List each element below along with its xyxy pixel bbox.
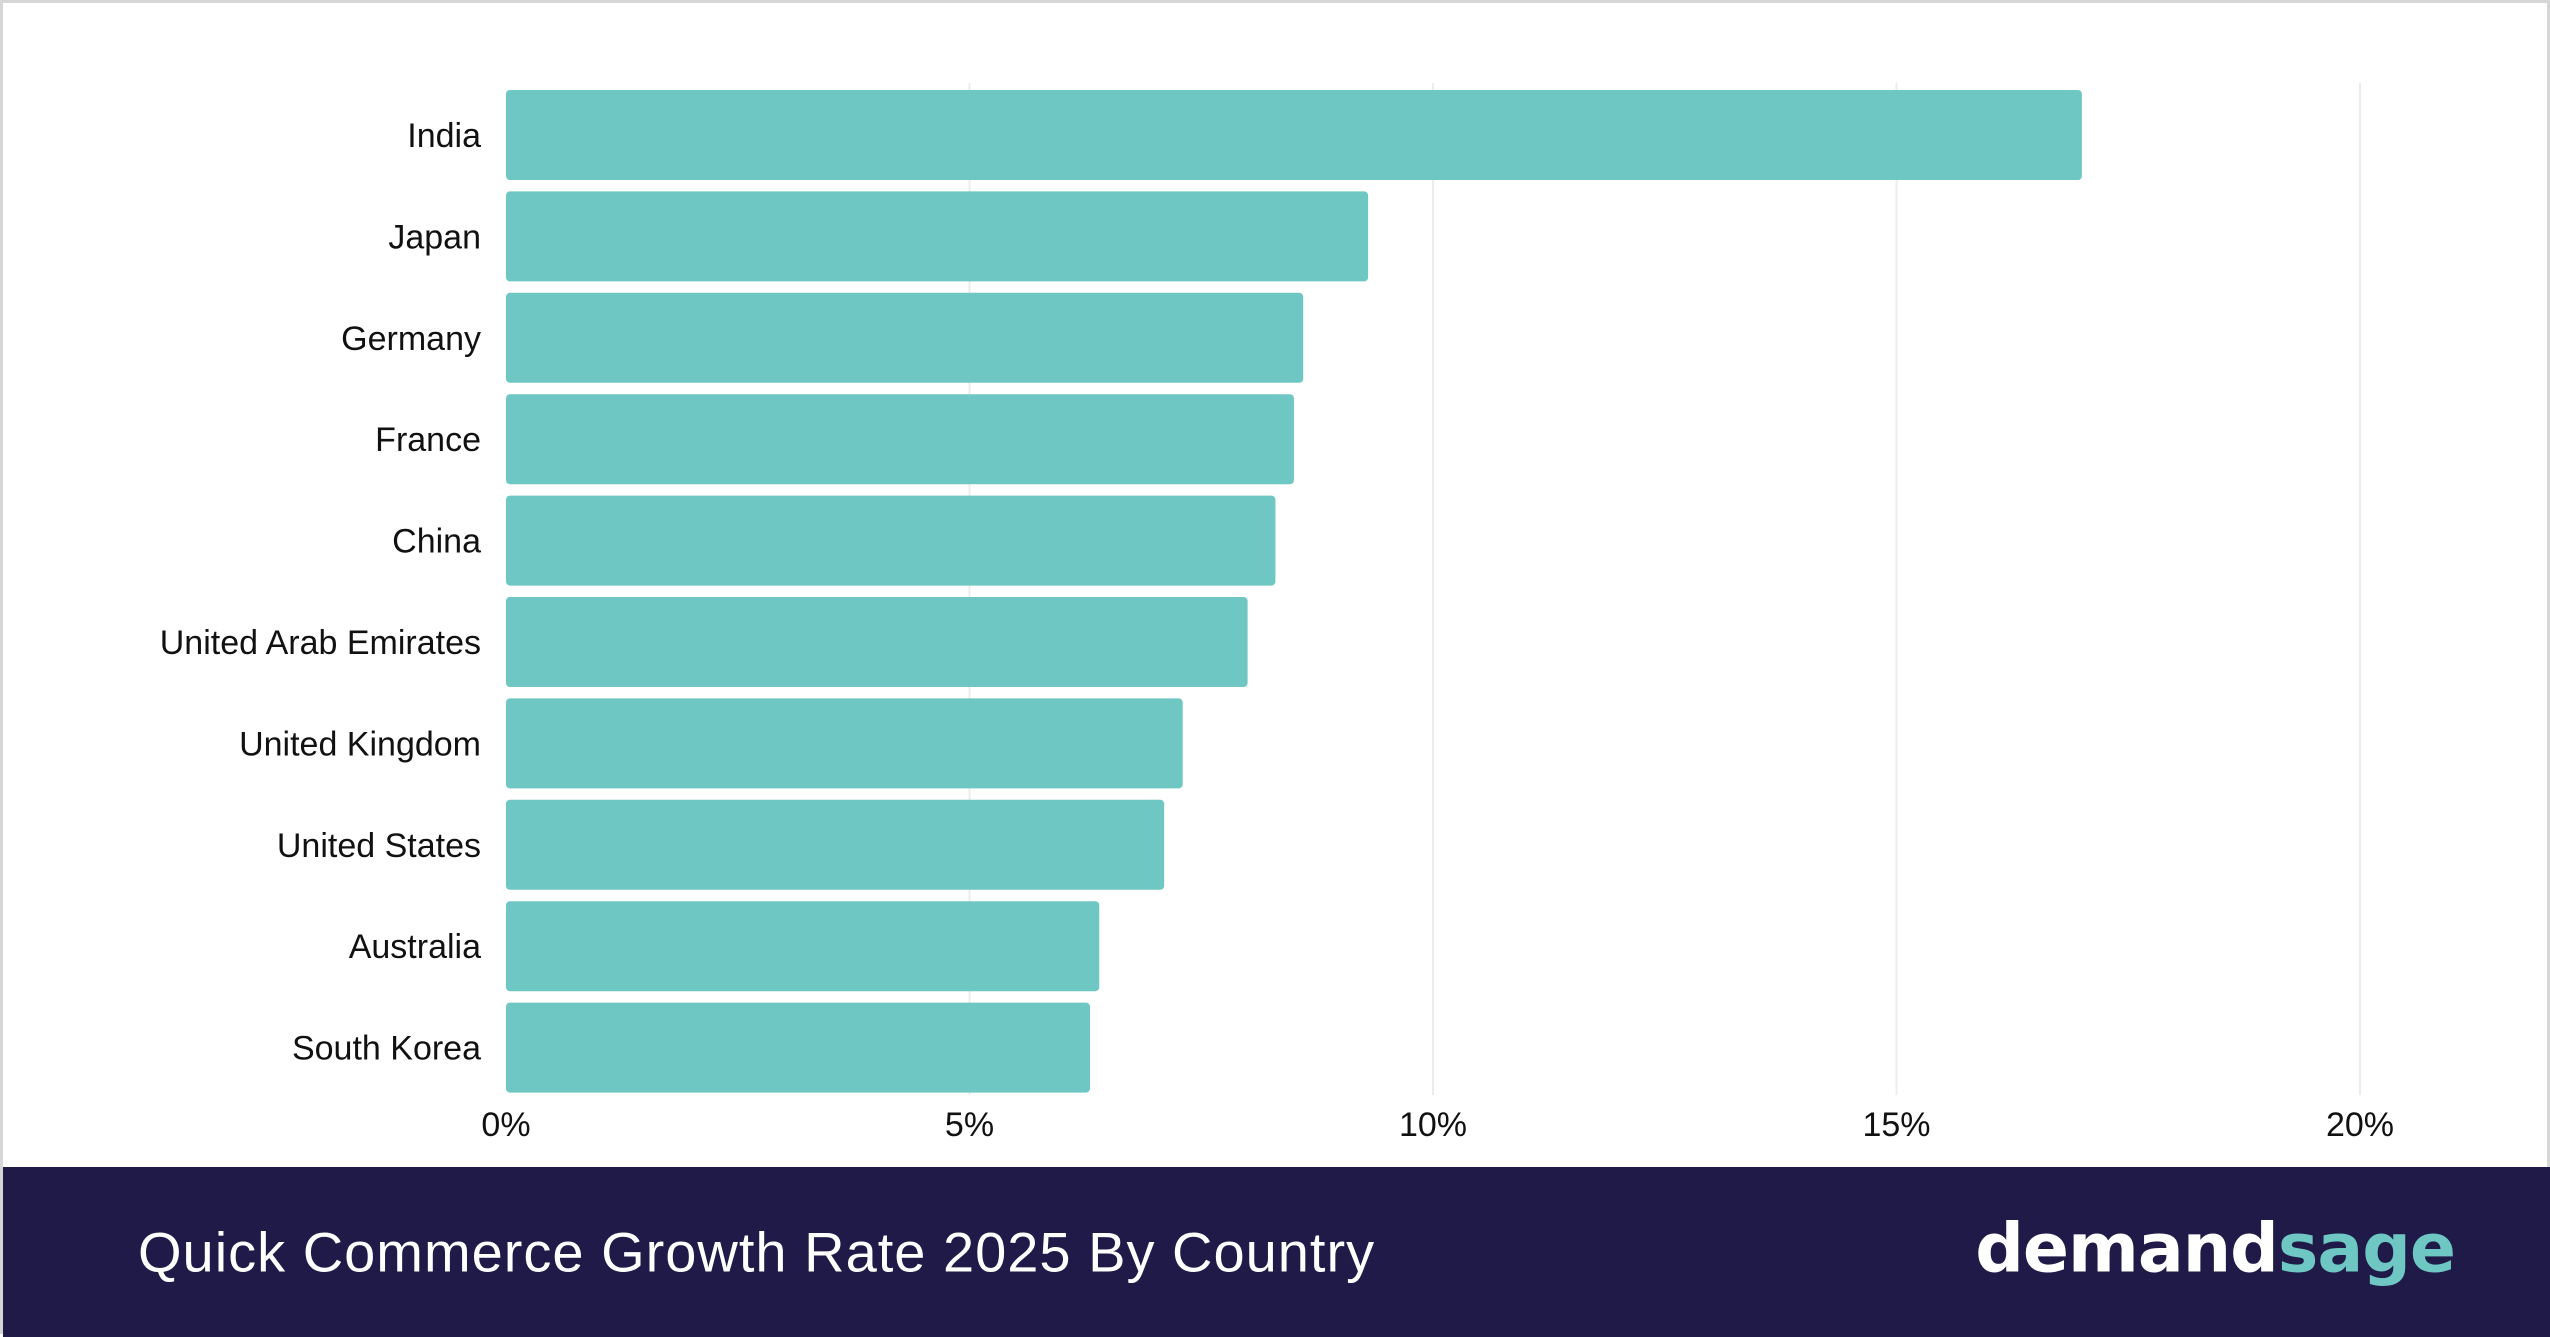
footer-bar: Quick Commerce Growth Rate 2025 By Count… xyxy=(3,1167,2550,1337)
x-tick-label: 10% xyxy=(1399,1106,1467,1144)
bar xyxy=(506,191,1369,282)
brand-logo: demandsage xyxy=(1975,1209,2456,1289)
bar xyxy=(506,90,2082,180)
category-label: India xyxy=(407,117,481,155)
category-label: United Arab Emirates xyxy=(160,624,481,662)
chart-title: Quick Commerce Growth Rate 2025 By Count… xyxy=(138,1220,1376,1284)
bar-chart: India Japan Germany France China United Arab … xyxy=(160,83,2394,1144)
category-label: China xyxy=(392,523,481,561)
bar xyxy=(506,799,1165,890)
bar xyxy=(506,292,1304,383)
bar xyxy=(506,495,1276,586)
category-label: United Kingdom xyxy=(239,725,481,763)
bars xyxy=(506,90,2082,1093)
x-tick-label: 15% xyxy=(1862,1106,1930,1144)
bar xyxy=(506,901,1100,992)
category-label: Australia xyxy=(349,928,481,966)
x-tick-label: 20% xyxy=(2326,1106,2394,1144)
category-label: France xyxy=(375,421,481,459)
category-label: United States xyxy=(277,827,481,865)
brand-logo-sage: sage xyxy=(2277,1209,2456,1289)
category-label: South Korea xyxy=(292,1030,481,1068)
brand-logo-demand: demand xyxy=(1975,1209,2279,1289)
bar xyxy=(506,394,1294,485)
category-label: Japan xyxy=(388,218,481,256)
bar xyxy=(506,698,1183,789)
bar xyxy=(506,1002,1091,1093)
category-labels: India Japan Germany France China United Arab … xyxy=(160,117,481,1068)
category-label: Germany xyxy=(341,320,481,358)
x-tick-label: 5% xyxy=(945,1106,994,1144)
x-axis-tick-labels: 0% 5% 10% 15% 20% xyxy=(481,1106,2394,1144)
x-tick-label: 0% xyxy=(481,1106,530,1144)
bar xyxy=(506,597,1248,687)
